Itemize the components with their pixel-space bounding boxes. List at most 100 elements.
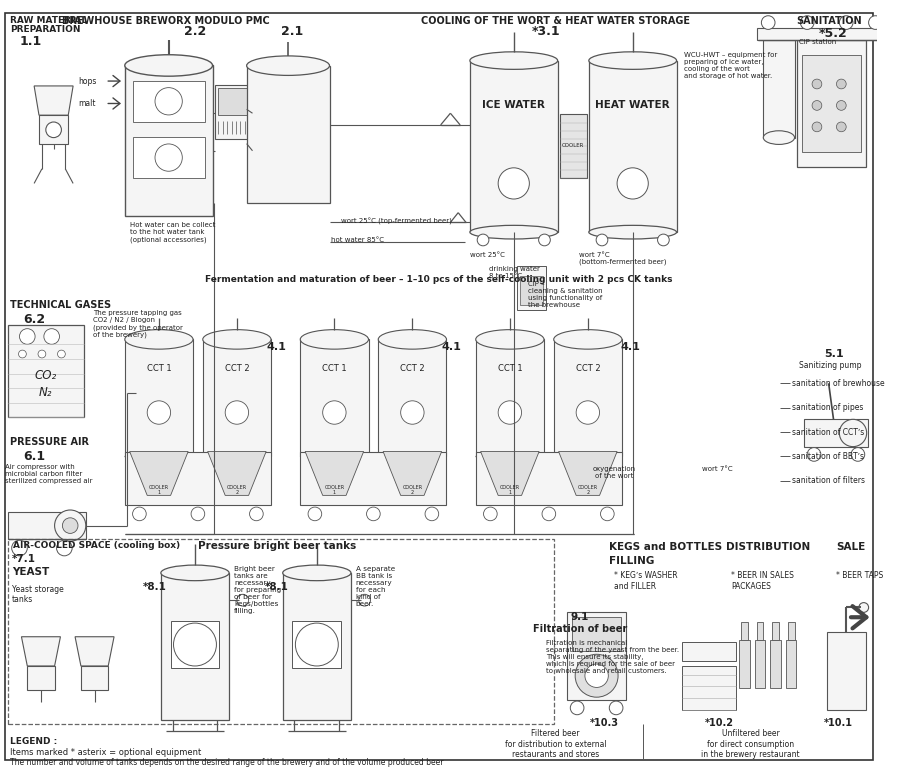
Polygon shape (378, 456, 446, 489)
Polygon shape (130, 452, 188, 495)
FancyBboxPatch shape (788, 622, 795, 639)
FancyBboxPatch shape (301, 339, 368, 456)
Polygon shape (125, 456, 193, 489)
Text: Filtration of beer: Filtration of beer (533, 624, 627, 634)
Polygon shape (22, 637, 60, 666)
Text: * BEER TAPS: * BEER TAPS (836, 571, 884, 580)
FancyBboxPatch shape (554, 339, 622, 456)
Polygon shape (208, 452, 266, 495)
Text: Filtration is mechanical
separating of the yeast from the beer.
This will ensure: Filtration is mechanical separating of t… (546, 639, 680, 674)
Text: CIP station: CIP station (799, 39, 837, 45)
Text: sanitation of BBTʼs: sanitation of BBTʼs (792, 452, 864, 461)
Polygon shape (476, 456, 544, 489)
Text: PRESSURE AIR: PRESSURE AIR (10, 437, 89, 447)
Circle shape (232, 490, 242, 499)
Circle shape (499, 168, 529, 199)
Text: HEAT WATER: HEAT WATER (596, 100, 670, 110)
Circle shape (155, 144, 183, 171)
Circle shape (836, 122, 846, 132)
Circle shape (859, 603, 868, 612)
Text: drinking water
8 to 15°C: drinking water 8 to 15°C (490, 266, 540, 279)
FancyBboxPatch shape (125, 452, 271, 505)
Text: *7.1: *7.1 (12, 554, 36, 564)
Text: WCU-HWT – equipment for
preparing of ice water,
cooling of the wort
and storage : WCU-HWT – equipment for preparing of ice… (684, 52, 778, 79)
Circle shape (596, 234, 608, 246)
Text: The number and volume of tanks depends on the desired range of the brewery and o: The number and volume of tanks depends o… (10, 757, 443, 767)
Text: 5.1: 5.1 (824, 349, 843, 359)
Text: CIP –
cleaning & sanitation
using functionality of
the brewhouse: CIP – cleaning & sanitation using functi… (528, 281, 603, 308)
Text: Pressure bright beer tanks: Pressure bright beer tanks (198, 541, 356, 551)
Text: Hot water can be collect
to the hot water tank
(optional accessories): Hot water can be collect to the hot wate… (130, 223, 215, 243)
Text: COOLER
2: COOLER 2 (578, 484, 598, 495)
FancyBboxPatch shape (754, 639, 765, 688)
Circle shape (308, 507, 321, 521)
Text: *5.2: *5.2 (819, 27, 848, 40)
Text: FILLING: FILLING (609, 556, 654, 566)
Text: 6.2: 6.2 (23, 313, 45, 326)
Circle shape (585, 664, 608, 688)
Circle shape (46, 122, 61, 137)
FancyBboxPatch shape (215, 85, 253, 139)
Circle shape (609, 701, 623, 715)
FancyBboxPatch shape (132, 81, 204, 122)
Circle shape (658, 234, 670, 246)
FancyBboxPatch shape (8, 325, 84, 417)
Circle shape (483, 507, 497, 521)
Text: CCT 1: CCT 1 (498, 364, 522, 373)
Circle shape (38, 350, 46, 358)
Text: Filtered beer
for distribution to external
restaurants and stores: Filtered beer for distribution to extern… (505, 729, 607, 759)
Ellipse shape (589, 225, 677, 239)
Text: wort 7°C: wort 7°C (702, 466, 733, 472)
Circle shape (249, 507, 263, 521)
Circle shape (836, 79, 846, 89)
Text: CCT 1: CCT 1 (322, 364, 346, 373)
Text: AIR-COOLED SPACE (cooling box): AIR-COOLED SPACE (cooling box) (13, 541, 180, 550)
Ellipse shape (125, 55, 212, 76)
Text: *8.1: *8.1 (143, 581, 167, 591)
FancyBboxPatch shape (283, 573, 351, 719)
FancyBboxPatch shape (132, 137, 204, 178)
Text: TECHNICAL GASES: TECHNICAL GASES (10, 300, 111, 310)
Circle shape (148, 401, 171, 424)
Text: Unfiltered beer
for direct consumption
in the brewery restaurant: Unfiltered beer for direct consumption i… (701, 729, 800, 759)
Text: *3.1: *3.1 (532, 26, 560, 39)
Text: 4.1: 4.1 (621, 341, 641, 352)
Circle shape (329, 490, 339, 499)
Text: The pressure tapping gas
CO2 / N2 / Biogon
(provided by the operator
of the brew: The pressure tapping gas CO2 / N2 / Biog… (93, 310, 183, 338)
Text: wort 7°C
(bottom-fermented beer): wort 7°C (bottom-fermented beer) (579, 251, 667, 265)
Text: A separate
BB tank is
necessary
for each
kind of
beer.: A separate BB tank is necessary for each… (356, 566, 395, 607)
Circle shape (20, 329, 35, 345)
Text: sanitation of brewhouse: sanitation of brewhouse (792, 379, 884, 388)
FancyBboxPatch shape (567, 612, 626, 700)
Circle shape (851, 448, 865, 461)
Polygon shape (481, 452, 539, 495)
Circle shape (155, 88, 183, 115)
Ellipse shape (125, 330, 193, 349)
Text: COOLER
2: COOLER 2 (402, 484, 422, 495)
Text: CCT 2: CCT 2 (575, 364, 600, 373)
Circle shape (44, 329, 59, 345)
Text: COOLER
1: COOLER 1 (324, 484, 345, 495)
Circle shape (191, 507, 204, 521)
FancyBboxPatch shape (161, 573, 230, 719)
Circle shape (576, 401, 599, 424)
FancyBboxPatch shape (682, 666, 736, 710)
Polygon shape (305, 452, 364, 495)
Circle shape (323, 401, 346, 424)
Text: sanitation of pipes: sanitation of pipes (792, 404, 863, 412)
FancyBboxPatch shape (802, 55, 860, 152)
Text: hops: hops (78, 77, 96, 85)
FancyBboxPatch shape (125, 339, 193, 456)
Text: Sanitizing pump: Sanitizing pump (799, 361, 862, 370)
Text: * KEGʼs WASHER
and FILLER: * KEGʼs WASHER and FILLER (614, 571, 678, 591)
Text: *10.1: *10.1 (824, 718, 853, 728)
FancyBboxPatch shape (763, 40, 795, 137)
Text: hot water 85°C: hot water 85°C (331, 237, 384, 243)
Text: wort 25°C: wort 25°C (470, 251, 505, 258)
Text: COOLING OF THE WORT & HEAT WATER STORAGE: COOLING OF THE WORT & HEAT WATER STORAGE (421, 16, 690, 26)
Text: KEGS and BOTTLES: KEGS and BOTTLES (609, 542, 723, 553)
FancyBboxPatch shape (770, 639, 781, 688)
Circle shape (359, 594, 371, 606)
Ellipse shape (378, 330, 446, 349)
Text: 4.1: 4.1 (266, 341, 286, 352)
